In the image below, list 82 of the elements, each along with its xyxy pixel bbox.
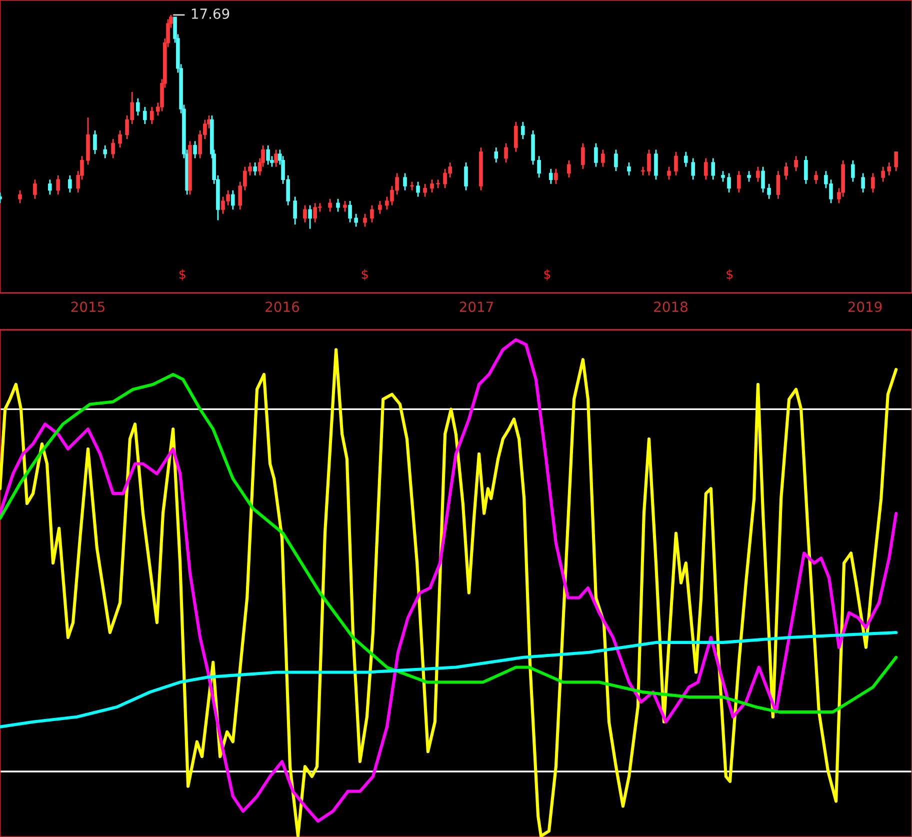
candlestick xyxy=(423,183,427,198)
candlestick xyxy=(667,166,671,180)
candlestick xyxy=(704,158,708,180)
candlestick xyxy=(308,204,312,230)
candlestick xyxy=(293,196,297,226)
x-tick-label: 2015 xyxy=(71,302,104,312)
candlestick xyxy=(581,142,585,170)
candlestick xyxy=(627,162,631,176)
annotation: 17.69 xyxy=(192,8,230,19)
candlestick xyxy=(416,181,420,198)
candlestick xyxy=(18,190,22,204)
x-tick-label: 2019 xyxy=(848,302,882,312)
candlestick xyxy=(328,198,332,212)
candlestick xyxy=(343,200,347,212)
candlestick xyxy=(150,106,154,125)
candlestick xyxy=(33,178,37,200)
candlestick xyxy=(776,170,780,200)
candlestick xyxy=(266,144,270,166)
x-tick-label: 2017 xyxy=(460,302,493,312)
candlestick xyxy=(601,148,605,168)
candlestick xyxy=(274,148,278,168)
candlestick xyxy=(231,190,235,210)
candlestick xyxy=(348,200,352,224)
candlestick xyxy=(430,178,434,194)
candlestick xyxy=(594,142,598,168)
candlestick xyxy=(193,140,197,159)
candlestick xyxy=(737,170,741,194)
candlestick xyxy=(68,174,72,194)
candlestick xyxy=(691,158,695,180)
candlestick xyxy=(794,155,798,172)
candlestick xyxy=(93,130,97,155)
candlestick xyxy=(721,170,725,182)
candlestick xyxy=(56,174,60,196)
candlestick xyxy=(118,130,122,148)
candlestick xyxy=(887,162,891,176)
candlestick xyxy=(537,155,541,178)
candlestick xyxy=(654,148,658,180)
candlestick xyxy=(851,160,855,182)
candlestick xyxy=(336,198,340,212)
candlestick xyxy=(370,204,374,224)
candlestick xyxy=(464,162,468,192)
candlestick xyxy=(567,160,571,178)
candlestick xyxy=(48,178,52,196)
candlestick xyxy=(514,121,518,153)
candlestick xyxy=(303,204,307,224)
candlestick xyxy=(136,98,140,116)
candlestick xyxy=(711,158,715,180)
candlestick xyxy=(861,172,865,194)
candlestick xyxy=(363,213,367,228)
text: $ xyxy=(362,269,368,280)
candlestick xyxy=(881,166,885,182)
candlestick xyxy=(814,170,818,185)
candlestick xyxy=(143,106,147,125)
text: $ xyxy=(544,269,550,280)
candlestick xyxy=(647,148,651,176)
candlestick xyxy=(554,168,558,185)
x-tick-label: 2018 xyxy=(654,302,688,312)
candlestick xyxy=(684,151,688,168)
candlestick xyxy=(894,151,898,172)
candlestick xyxy=(761,166,765,194)
candlestick xyxy=(521,121,525,140)
x-tick-label: 2016 xyxy=(266,302,300,312)
candlestick xyxy=(727,172,731,194)
candlestick xyxy=(614,148,618,172)
candlestick xyxy=(504,142,508,164)
candlestick xyxy=(784,162,788,180)
text: $ xyxy=(726,269,733,280)
candlestick xyxy=(403,172,407,192)
candlestick xyxy=(354,213,358,228)
candlestick xyxy=(253,162,257,176)
text: $ xyxy=(179,269,186,280)
candlestick xyxy=(111,138,115,159)
candlestick xyxy=(747,170,751,182)
candlestick xyxy=(378,200,382,215)
candlestick xyxy=(548,168,553,185)
candlestick xyxy=(756,166,760,182)
candlestick xyxy=(804,155,808,185)
candlestick xyxy=(103,144,107,159)
candlestick xyxy=(767,183,771,200)
candlestick xyxy=(494,146,498,164)
candlestick xyxy=(674,151,678,176)
candlestick xyxy=(871,172,875,194)
